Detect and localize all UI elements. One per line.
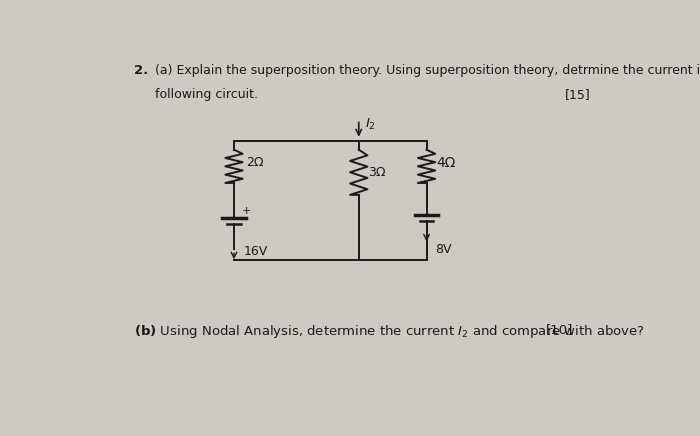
Text: following circuit.: following circuit.	[155, 88, 258, 101]
Text: 3Ω: 3Ω	[368, 166, 386, 179]
Text: +: +	[242, 206, 251, 216]
Text: (a) Explain the superposition theory. Using superposition theory, detrmine the c: (a) Explain the superposition theory. Us…	[155, 64, 700, 77]
Text: $\mathbf{(b)}$ Using Nodal Analysis, determine the current $I_2$ and compare wit: $\mathbf{(b)}$ Using Nodal Analysis, det…	[134, 323, 645, 340]
Text: $I_2$: $I_2$	[365, 117, 376, 132]
Text: 4Ω: 4Ω	[436, 156, 456, 170]
Text: [10]: [10]	[546, 323, 573, 336]
Text: 8V: 8V	[435, 243, 452, 256]
Text: [15]: [15]	[565, 88, 591, 101]
Text: 2.: 2.	[134, 64, 148, 77]
Text: 2Ω: 2Ω	[246, 157, 263, 170]
Text: 16V: 16V	[244, 245, 268, 258]
